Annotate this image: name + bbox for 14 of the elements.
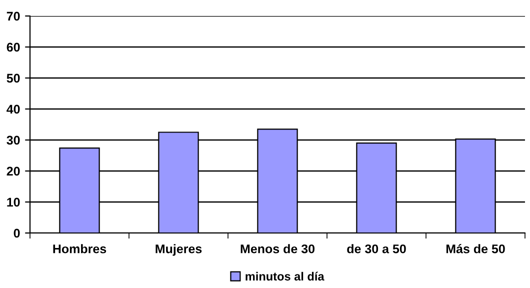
y-tick-label: 20	[6, 166, 20, 176]
y-tick-label: 40	[6, 104, 20, 114]
y-tick-label: 10	[7, 198, 20, 207]
y-tick-label: 70	[6, 12, 20, 21]
x-tick-label: Más de 50	[446, 244, 505, 254]
legend-label: minutos al día	[246, 272, 324, 281]
x-tick-label: de 30 a 50	[347, 244, 406, 254]
x-tick-label: Mujeres	[156, 244, 202, 256]
y-tick-label: 30	[6, 136, 20, 145]
x-tick-label: Hombres	[53, 244, 106, 254]
y-tick-label: 60	[6, 42, 20, 52]
x-tick-label: Menos de 30	[240, 244, 315, 254]
y-tick-label: 50	[6, 74, 20, 83]
y-tick-label: 0	[14, 228, 20, 238]
